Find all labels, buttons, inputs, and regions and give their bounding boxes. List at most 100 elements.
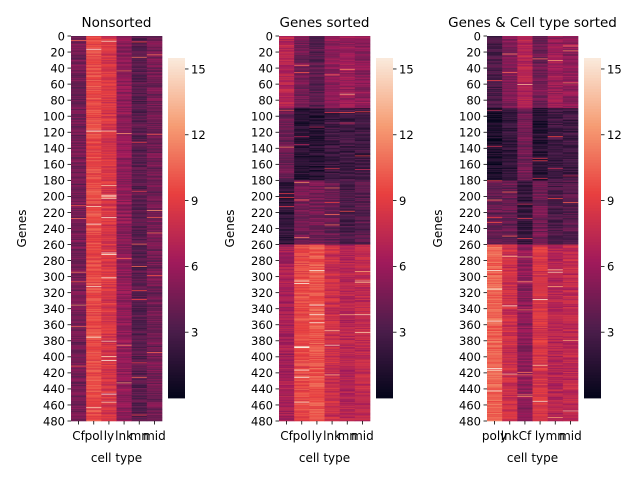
heatmap-cell — [131, 327, 148, 329]
heatmap-cell — [131, 116, 148, 118]
heatmap-cell — [101, 358, 117, 360]
heatmap-cell — [146, 61, 163, 63]
heatmap-cell — [101, 283, 117, 285]
heatmap-cell — [86, 308, 102, 310]
heatmap-cell — [86, 207, 102, 209]
heatmap-cell — [86, 245, 102, 247]
heatmap-cell — [131, 213, 148, 215]
heatmap-cell — [71, 41, 87, 43]
heatmap-cell — [71, 368, 87, 370]
heatmap-cell — [116, 243, 132, 245]
heatmap-cell — [71, 169, 87, 172]
heatmap-cell — [146, 245, 163, 247]
y-tick-label: 80 — [50, 93, 65, 107]
heatmap-cell — [86, 302, 102, 304]
heatmap-cell — [101, 275, 117, 277]
heatmap-cell — [116, 89, 132, 91]
heatmap-cell — [131, 143, 148, 145]
heatmap-cell — [101, 122, 117, 124]
heatmap-cell — [101, 201, 117, 203]
heatmap-cell — [71, 90, 87, 92]
heatmap-cell — [101, 361, 117, 363]
heatmap-cell — [71, 230, 87, 233]
colorbar-step — [168, 389, 185, 393]
heatmap-cell — [131, 243, 148, 245]
heatmap-cell — [131, 222, 148, 224]
heatmap-cell — [101, 245, 117, 247]
heatmap-cell — [116, 315, 132, 318]
heatmap-cell — [71, 254, 87, 256]
heatmap-cell — [116, 72, 132, 74]
heatmap-cell — [146, 105, 163, 107]
heatmap-cell — [146, 94, 163, 96]
heatmap-cell — [131, 76, 148, 78]
heatmap-cell — [146, 80, 163, 83]
heatmap-cell — [86, 254, 102, 256]
heatmap-cell — [116, 162, 132, 164]
heatmap-cell — [116, 247, 132, 249]
heatmap-cell — [86, 324, 102, 326]
heatmap-cell — [101, 148, 117, 150]
heatmap-cell — [71, 72, 87, 74]
colorbar-step — [168, 213, 185, 218]
colorbar-step — [168, 182, 185, 186]
heatmap-cell — [71, 194, 87, 196]
heatmap-cell — [101, 88, 117, 90]
heatmap-cell — [146, 136, 163, 138]
heatmap-cell — [101, 137, 117, 139]
heatmap-cell — [71, 352, 87, 354]
heatmap-cell — [116, 293, 132, 295]
heatmap-cell — [146, 226, 163, 228]
heatmap-cell — [86, 346, 102, 348]
heatmap-cell — [101, 130, 117, 132]
heatmap-cell — [86, 232, 102, 234]
heatmap-cell — [146, 166, 163, 168]
heatmap-cell — [86, 267, 102, 269]
heatmap-cell — [146, 238, 163, 241]
heatmap-cell — [86, 307, 102, 309]
heatmap-cell — [86, 252, 102, 254]
heatmap-cell — [131, 166, 148, 168]
heatmap-cell — [131, 319, 148, 321]
heatmap-cell — [131, 52, 148, 54]
heatmap-cell — [131, 98, 148, 100]
heatmap-cell — [146, 218, 163, 220]
heatmap-cell — [146, 185, 163, 188]
heatmap-cell — [101, 267, 117, 269]
heatmap-cell — [71, 198, 87, 200]
heatmap-cell — [71, 191, 87, 193]
heatmap-cell — [116, 281, 132, 283]
heatmap-cell — [116, 168, 132, 170]
heatmap-cell — [146, 258, 163, 260]
heatmap-cell — [86, 234, 102, 237]
heatmap-cell — [131, 186, 148, 188]
heatmap-cell — [146, 209, 163, 211]
heatmap-cell — [101, 242, 117, 244]
heatmap-cell — [86, 187, 102, 189]
heatmap-cell — [71, 303, 87, 305]
heatmap-cell — [101, 164, 117, 166]
heatmap-cell — [71, 351, 87, 353]
heatmap-cell — [131, 93, 148, 95]
heatmap-cell — [146, 190, 163, 192]
heatmap-cell — [131, 190, 148, 192]
heatmap-cell — [86, 134, 102, 136]
heatmap-cell — [146, 82, 163, 84]
heatmap-cell — [101, 133, 117, 135]
heatmap-cell — [86, 211, 102, 213]
heatmap-cell — [86, 197, 102, 199]
heatmap-cell — [116, 290, 132, 292]
y-tick-label: 420 — [43, 366, 65, 380]
heatmap-cell — [86, 157, 102, 159]
heatmap-cell — [131, 373, 148, 375]
heatmap-cell — [71, 308, 87, 310]
heatmap-cell — [71, 235, 87, 237]
heatmap-cell — [86, 316, 102, 318]
heatmap-cell — [116, 373, 132, 375]
heatmap-cell — [116, 271, 132, 273]
heatmap-cell — [71, 100, 87, 103]
colorbar-step — [168, 335, 185, 339]
heatmap-cell — [101, 185, 117, 188]
heatmap-cell — [116, 312, 132, 314]
heatmap-cell — [86, 295, 102, 297]
